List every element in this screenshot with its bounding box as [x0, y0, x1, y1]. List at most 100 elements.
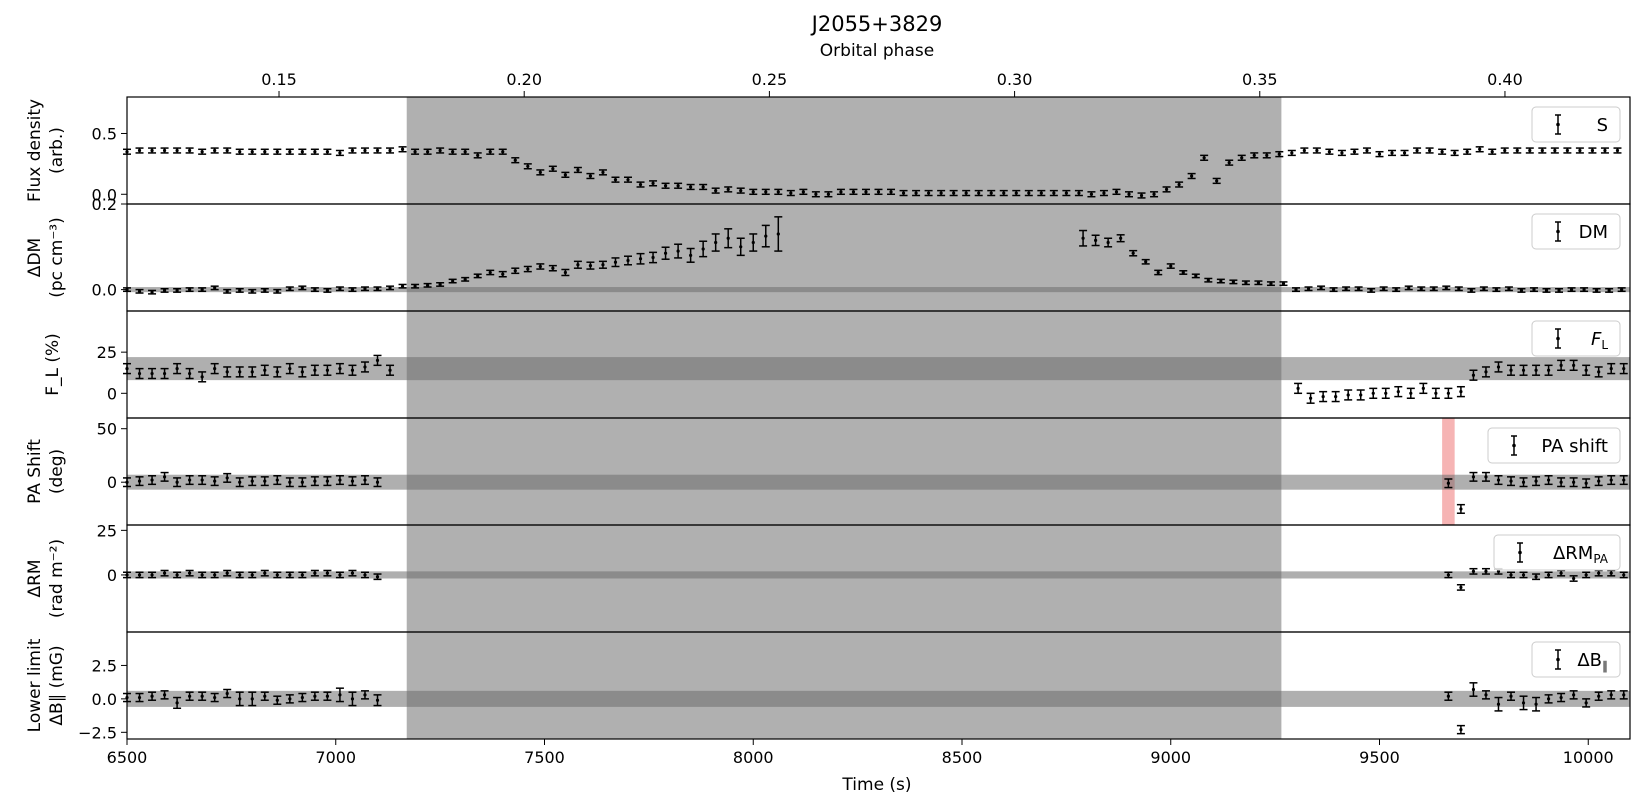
- marker: [1444, 286, 1448, 290]
- marker: [225, 370, 229, 374]
- marker: [1315, 148, 1319, 153]
- x-axis-label: Time (s): [841, 775, 911, 795]
- legend-label: FL: [1591, 329, 1608, 352]
- data-point: [536, 169, 545, 176]
- marker: [1321, 395, 1325, 399]
- marker: [1453, 151, 1457, 155]
- data-point: [235, 287, 244, 293]
- marker: [325, 694, 329, 698]
- data-point: [173, 287, 182, 293]
- marker: [1521, 480, 1526, 484]
- data-point: [749, 233, 758, 252]
- data-point: [1306, 392, 1315, 404]
- marker: [1227, 161, 1231, 165]
- data-point: [411, 148, 420, 155]
- marker: [213, 573, 217, 577]
- marker: [1557, 288, 1561, 293]
- marker: [1471, 569, 1476, 573]
- y-tick-label: 50: [97, 420, 117, 439]
- marker: [1534, 702, 1538, 706]
- marker: [200, 694, 204, 698]
- marker: [188, 288, 192, 292]
- marker: [263, 571, 267, 575]
- top-tick-label: 0.15: [261, 70, 297, 89]
- marker: [1509, 573, 1513, 577]
- marker: [1521, 573, 1526, 577]
- marker: [225, 691, 229, 696]
- marker: [876, 190, 881, 194]
- data-point: [273, 695, 282, 705]
- data-point: [1513, 147, 1522, 154]
- marker: [451, 150, 455, 154]
- y-axis-label-line: ΔB∥ (mG): [47, 645, 67, 725]
- data-point: [260, 287, 269, 293]
- marker: [1396, 390, 1400, 394]
- data-point: [1344, 389, 1353, 401]
- data-point: [1469, 369, 1478, 381]
- data-point: [273, 571, 282, 579]
- marker: [1169, 264, 1173, 268]
- marker: [325, 288, 329, 293]
- data-point: [1494, 361, 1503, 373]
- marker: [1572, 363, 1576, 367]
- data-point: [148, 571, 157, 579]
- marker: [1377, 152, 1382, 156]
- marker: [1559, 363, 1563, 367]
- data-point: [1154, 269, 1163, 276]
- marker: [1609, 693, 1613, 697]
- data-point: [1300, 147, 1309, 154]
- y-axis-label: Flux density (arb.): [25, 99, 67, 202]
- marker: [1496, 702, 1501, 706]
- marker: [563, 270, 567, 275]
- marker: [1156, 270, 1160, 275]
- marker: [1590, 148, 1595, 153]
- marker: [613, 178, 618, 182]
- data-point: [285, 477, 294, 488]
- marker: [764, 190, 768, 194]
- marker: [701, 247, 705, 251]
- data-point: [511, 157, 520, 164]
- data-point: [1062, 189, 1071, 197]
- data-point: [836, 188, 845, 196]
- marker: [1503, 148, 1507, 153]
- data-point: [298, 148, 307, 155]
- data-point: [511, 267, 520, 275]
- data-point: [1319, 390, 1328, 403]
- data-point: [1507, 691, 1516, 701]
- data-point: [160, 471, 169, 482]
- data-point: [248, 288, 257, 294]
- panel-frame: [126, 631, 1631, 740]
- data-point: [360, 571, 369, 579]
- data-point: [1575, 147, 1584, 154]
- data-point: [1254, 280, 1263, 286]
- data-point: [674, 243, 683, 259]
- marker: [1595, 288, 1599, 293]
- marker: [1415, 148, 1419, 153]
- data-point: [1592, 287, 1601, 293]
- data-point: [1091, 234, 1100, 247]
- data-point: [235, 571, 244, 579]
- data-point: [799, 188, 808, 196]
- marker: [225, 571, 229, 575]
- marker: [1357, 287, 1361, 291]
- panel-b: −2.5 0.0 2.5 Lower limit ΔB∥ (mG) ΔB∥: [25, 631, 1631, 742]
- data-point: [1444, 691, 1453, 701]
- data-point: [486, 148, 495, 155]
- marker: [1478, 147, 1482, 151]
- marker: [1584, 481, 1588, 485]
- marker: [776, 232, 780, 236]
- marker: [952, 191, 956, 195]
- data-point: [310, 287, 319, 293]
- data-point: [1544, 571, 1553, 579]
- marker: [501, 150, 505, 154]
- data-point: [1479, 286, 1488, 292]
- marker: [1609, 367, 1613, 371]
- data-point: [423, 148, 432, 155]
- data-point: [298, 285, 307, 291]
- data-point: [1532, 364, 1541, 376]
- marker: [1127, 192, 1131, 196]
- data-point: [461, 276, 470, 282]
- data-point: [285, 148, 294, 155]
- panel-dm: 0.0 0.2 ΔDM (pc cm⁻³) DM: [25, 195, 1631, 312]
- marker: [1572, 576, 1576, 581]
